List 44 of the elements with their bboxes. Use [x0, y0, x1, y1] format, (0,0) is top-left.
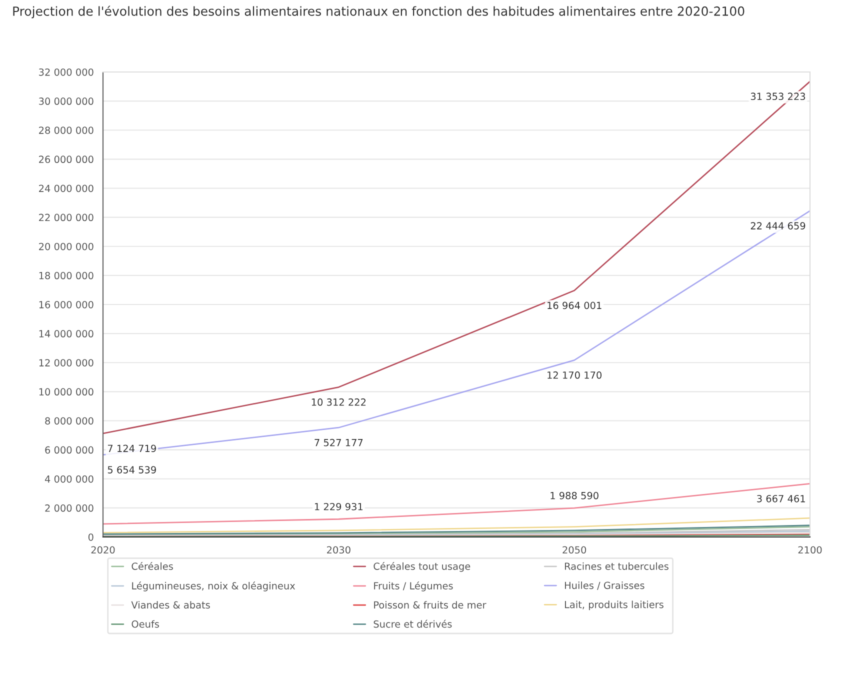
legend-label: Légumineuses, noix & oléagineux	[132, 582, 296, 592]
y-tick-label: 2 000 000	[45, 504, 94, 512]
y-tick-label: 28 000 000	[39, 126, 94, 134]
x-tick-label: 2030	[327, 546, 350, 554]
y-tick-label: 22 000 000	[39, 214, 94, 222]
data-label: 16 964 001	[548, 302, 602, 310]
data-label: 12 170 170	[548, 371, 602, 379]
legend-label: Lait, produits laitiers	[564, 600, 664, 610]
x-tick-label: 2100	[798, 546, 822, 554]
y-tick-label: 4 000 000	[44, 475, 94, 483]
y-tick-label: 24 000 000	[39, 184, 94, 192]
y-tick-label: 30 000 000	[39, 98, 94, 105]
legend-label: Céréales tout usage	[374, 562, 470, 572]
legend-label: Sucre et dérivés	[374, 620, 452, 628]
legend-label: Fruits / Légumes	[374, 582, 453, 592]
x-tick-label: 2050	[562, 546, 586, 554]
data-label: 22 444 659	[750, 222, 806, 230]
data-label: 3 667 461	[757, 494, 805, 502]
legend-label: Racines et tubercules	[564, 562, 668, 570]
data-label: 5 654 539	[108, 466, 156, 474]
y-tick-label: 6 000 000	[45, 446, 94, 454]
data-label: 7 124 719	[108, 444, 156, 452]
y-tick-label: 12 000 000	[39, 359, 94, 366]
legend-label: Céréales	[132, 562, 173, 570]
y-tick-label: 18 000 000	[39, 272, 94, 280]
y-tick-label: 16 000 000	[39, 300, 94, 308]
y-tick-label: 10 000 000	[39, 388, 94, 396]
y-tick-label: 20 000 000	[39, 242, 94, 250]
chart-title: Projection de l'évolution des besoins alimentaires nationaux en fonction des habitudes alimentaires entre 2020-2100	[13, 6, 744, 18]
data-label: 1 229 931	[314, 502, 363, 510]
legend-label: Huiles / Graisses	[564, 582, 644, 590]
legend-label: Poisson & fruits de mer	[374, 601, 486, 609]
legend-label: Oeufs	[132, 620, 160, 628]
data-label: 1 988 590	[550, 492, 598, 500]
data-label: 7 527 177	[314, 438, 363, 446]
y-tick-label: 8 000 000	[45, 417, 94, 425]
y-tick-label: 32 000 000	[39, 68, 94, 76]
y-tick-label: 26 000 000	[39, 156, 94, 164]
legend-label: Viandes & abats	[131, 601, 210, 609]
y-tick-label: 14 000 000	[39, 330, 94, 338]
x-tick-label: 2020	[91, 546, 115, 554]
y-tick-label: 0	[88, 533, 94, 541]
data-label: 31 353 223	[750, 92, 806, 100]
data-label: 10 312 222	[312, 398, 366, 406]
